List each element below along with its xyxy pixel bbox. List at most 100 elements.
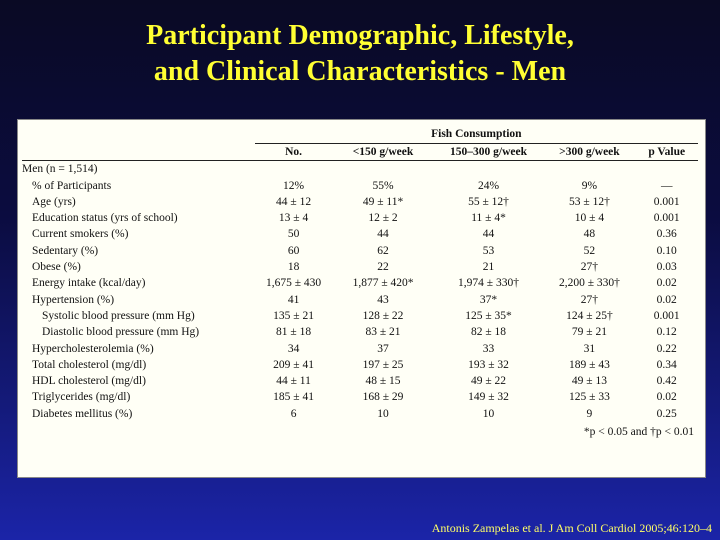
group-header-row: Fish Consumption [22,125,698,144]
column-header-lt150: <150 g/week [332,143,434,162]
table-cell: 1,675 ± 430 [265,277,322,290]
table-cell: 0.36 [656,228,677,241]
table-cell: 128 ± 22 [362,309,404,322]
row-label: Hypercholesterolemia (%) [32,342,154,355]
row-label: Triglycerides (mg/dl) [32,391,131,404]
table-cell: 44 [482,228,495,241]
table-cell: 79 ± 21 [571,326,607,339]
table-cell: 21 [482,261,495,274]
row-label: Diabetes mellitus (%) [32,407,133,420]
table-row: % of Participants 12% 55% 24% 9% — [22,178,698,194]
table-cell: 34 [287,342,300,355]
table-cell: 81 ± 18 [276,326,312,339]
table-cell: 0.22 [656,342,677,355]
table-cell: 83 ± 21 [365,326,401,339]
table-cell: 2,200 ± 330† [558,277,620,290]
slide-title-line-1: Participant Demographic, Lifestyle, [146,20,574,51]
row-label: Diastolic blood pressure (mm Hg) [42,326,200,339]
table-cell: 37* [479,293,498,306]
table-cell: 44 ± 12 [276,195,312,208]
column-header-p-value: p Value [635,143,698,162]
table-cell: 44 ± 11 [276,375,311,388]
table-cell: 0.02 [656,391,677,404]
table-cell: 125 ± 33 [569,391,610,404]
table-cell: 31 [583,342,596,355]
table-cell: 9% [581,179,598,192]
table-cell: 18 [287,261,300,274]
table-row: Sedentary (%) 60 62 53 52 0.10 [22,243,698,259]
table-row: Energy intake (kcal/day) 1,675 ± 430 1,877… [22,275,698,291]
table-cell: 48 [583,228,596,241]
table-row: Obese (%) 18 22 21 27† 0.03 [22,259,698,275]
table-cell: 27† [580,293,599,306]
table-cell: 49 ± 13 [571,375,607,388]
table-cell: 27† [580,261,599,274]
table-cell: 9 [586,407,593,420]
table-cell: 10 [482,407,495,420]
table-row: Age (yrs) 44 ± 12 49 ± 11* 55 ± 12† 53 ± 12†… [22,194,698,210]
table-cell: 185 ± 41 [273,391,314,404]
table-row: Diabetes mellitus (%) 6 10 10 9 0.25 [22,406,698,422]
table-cell: 209 ± 41 [273,358,314,371]
slide-title-line-2: and Clinical Characteristics - Men [153,56,567,87]
row-label: Hypertension (%) [32,293,115,306]
table-row: Current smokers (%) 50 44 44 48 0.36 [22,226,698,242]
row-label: Education status (yrs of school) [32,212,178,225]
column-header-150-300: 150–300 g/week [433,143,544,162]
table-row: HDL cholesterol (mg/dl) 44 ± 11 48 ± 15 49 … [22,373,698,389]
table-cell: 193 ± 32 [468,358,509,371]
table-cell: 48 ± 15 [365,375,401,388]
table-cell: 11 ± 4* [471,212,506,225]
row-label: % of Participants [32,179,112,192]
footnote-row: *p < 0.05 and †p < 0.01 [22,422,698,442]
table-cell: 0.001 [653,195,680,208]
table-cell: 125 ± 35* [465,309,512,322]
table-row: Systolic blood pressure (mm Hg) 135 ± 21 1… [22,308,698,324]
table-row: Triglycerides (mg/dl) 185 ± 41 168 ± 29 149… [22,389,698,405]
table-cell: 168 ± 29 [362,391,404,404]
slide-title: Participant Demographic, Lifestyle, and … [0,18,720,90]
table-cell: 124 ± 25† [566,309,613,322]
section-label-row: Men (n = 1,514) [22,161,698,178]
table-cell: 82 ± 18 [470,326,507,339]
row-label: Age (yrs) [32,195,76,208]
table-cell: 52 [583,244,596,257]
table-row: Hypertension (%) 41 43 37* 27† 0.02 [22,292,698,308]
table-cell: 13 ± 4 [278,212,309,225]
table-cell: 135 ± 21 [273,309,314,322]
table-cell: 62 [377,244,389,257]
group-header: Fish Consumption [254,125,698,144]
table-cell: 43 [377,293,389,306]
table-row: Diastolic blood pressure (mm Hg) 81 ± 18 8… [22,324,698,340]
table-cell: 41 [287,293,300,306]
column-header-no: No. [254,143,333,162]
table-cell: 44 [377,228,389,241]
table-cell: 55% [372,179,394,192]
table-cell: 0.03 [656,261,677,274]
table-row: Education status (yrs of school) 13 ± 4 12… [22,210,698,226]
table-cell: 55 ± 12† [468,195,509,208]
table-cell: 0.34 [656,358,677,371]
section-label: Men (n = 1,514) [22,163,98,176]
table-cell: 1,877 ± 420* [352,277,414,290]
table-cell: 197 ± 25 [362,358,404,371]
table-cell: — [660,179,673,192]
table-cell: 12 ± 2 [368,212,398,225]
table-cell: 0.02 [656,277,677,290]
row-label: Sedentary (%) [32,244,99,257]
table-cell: 149 ± 32 [468,391,509,404]
characteristics-table: Fish Consumption No. <150 g/week 150–300… [22,125,698,442]
row-label: Total cholesterol (mg/dl) [32,358,147,371]
table-cell: 6 [290,407,297,420]
table-cell: 1,974 ± 330† [458,277,519,290]
table-cell: 10 ± 4 [574,212,605,225]
table-cell: 0.42 [656,375,677,388]
table-cell: 189 ± 43 [569,358,610,371]
table-cell: 50 [287,228,300,241]
table-cell: 22 [377,261,389,274]
table-cell: 0.25 [656,407,677,420]
table-cell: 0.001 [653,212,680,225]
table-panel: Fish Consumption No. <150 g/week 150–300… [17,119,706,478]
table-cell: 53 ± 12† [569,195,610,208]
table-cell: 49 ± 22 [470,375,507,388]
